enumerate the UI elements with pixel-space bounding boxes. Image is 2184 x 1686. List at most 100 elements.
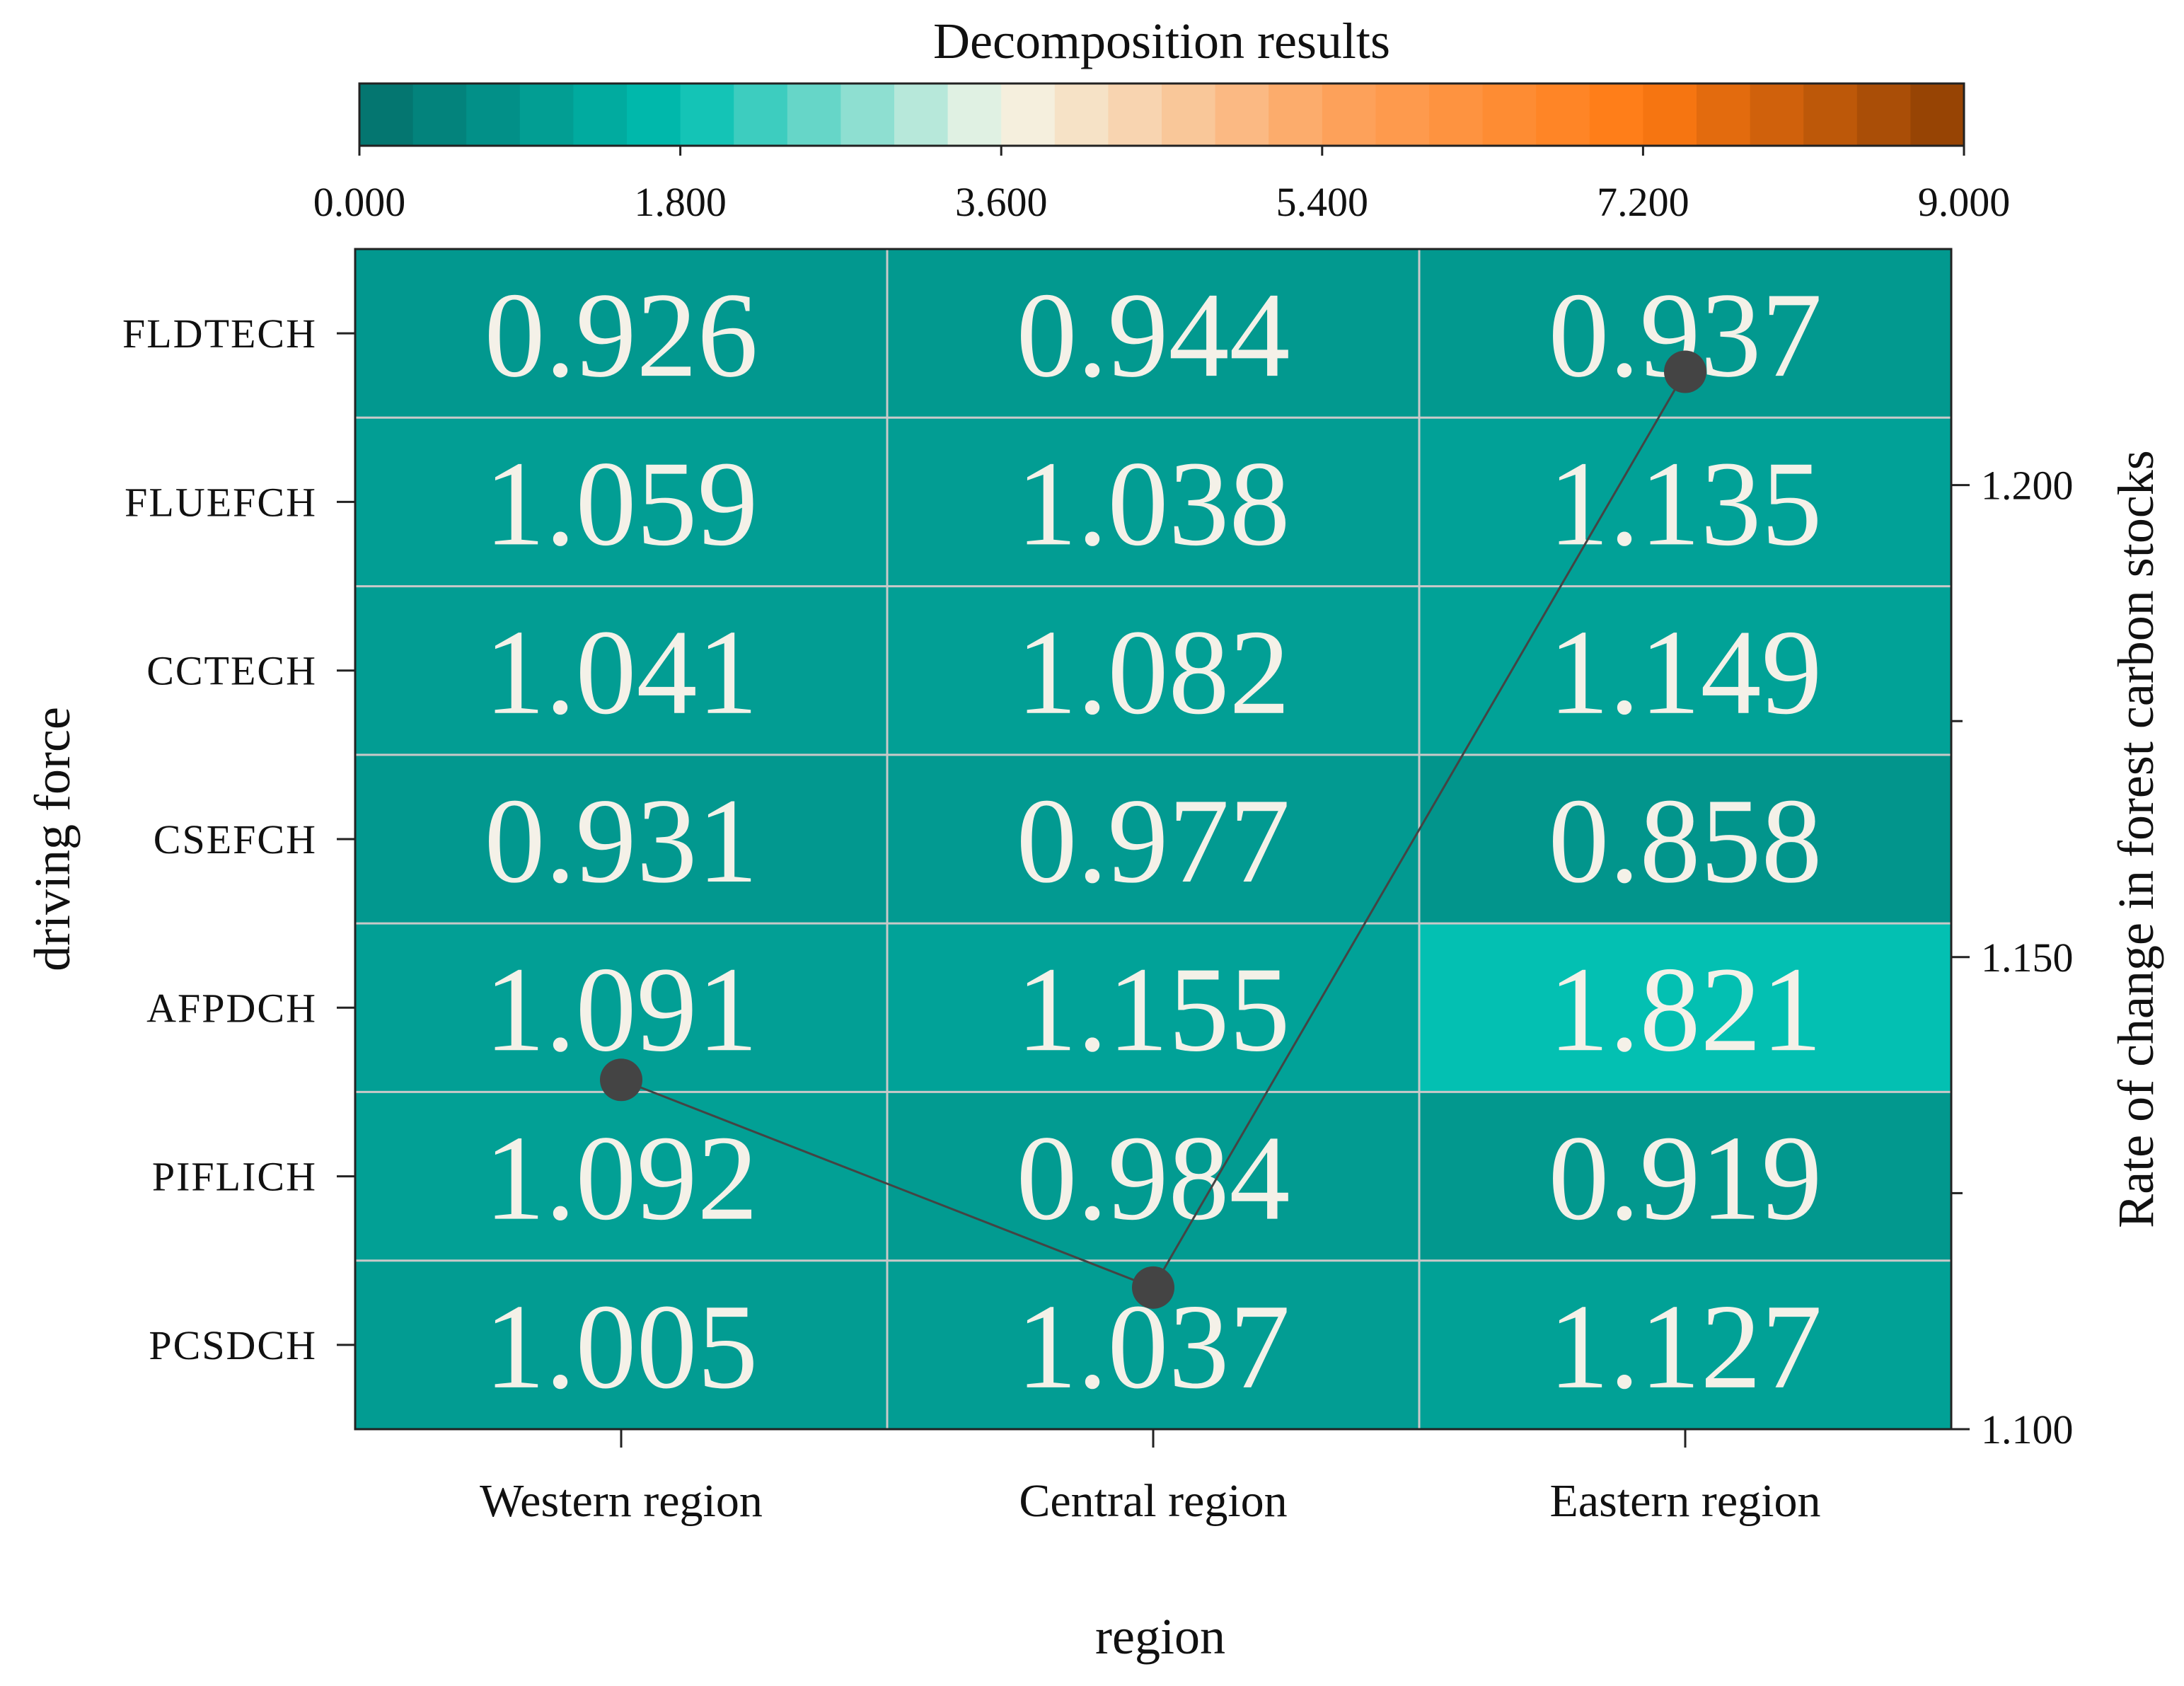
heatmap-cell [1419,586,1951,755]
colorbar-swatch [1856,83,1911,146]
heatmap-cell [1419,923,1951,1092]
colorbar-swatch [1215,83,1269,146]
secondary-y-tick-label: 1.150 [1981,935,2074,981]
y-tick-label: PCSDCH [149,1322,317,1368]
colorbar-swatch [1536,83,1590,146]
line-series [600,350,1706,1309]
cell-value-label: 0.931 [485,774,758,908]
cell-value-label: 0.944 [1017,268,1290,403]
cell-value-label: 1.082 [1017,606,1290,740]
colorbar-ticks: 0.000 1.800 3.600 5.400 7.200 9.000 [313,146,2011,225]
cell-value-label: 0.919 [1549,1112,1822,1246]
colorbar-swatch [627,83,681,146]
cell-value-label: 1.092 [485,1112,758,1246]
colorbar-swatch [1001,83,1056,146]
colorbar-swatches [359,83,1965,146]
cell-value-label: 1.041 [485,606,758,740]
colorbar-swatch [573,83,628,146]
heatmap-cell [355,249,887,418]
colorbar-tick-label: 7.200 [1597,179,1689,225]
secondary-y-tick-label: 1.200 [1981,463,2074,509]
colorbar-title: Decomposition results [933,13,1390,69]
cell-value-label: 1.091 [485,942,758,1077]
colorbar-swatch [734,83,788,146]
heatmap-cell [887,417,1419,587]
colorbar-swatch [680,83,734,146]
y-tick-label: AFPDCH [146,985,317,1031]
heatmap-cell [887,249,1419,418]
secondary-y-tick-label: 1.100 [1981,1407,2074,1453]
colorbar-swatch [1322,83,1376,146]
colorbar-swatch [947,83,1002,146]
colorbar-tick-label: 5.400 [1276,179,1369,225]
heatmap-cell [887,754,1419,924]
x-tick-label: Western region [480,1475,763,1527]
heatmap-cell [355,417,887,587]
heatmap-cell [355,1260,887,1429]
cell-value-label: 0.984 [1017,1112,1290,1246]
x-tick-label: Central region [1019,1475,1287,1527]
grid-lines [355,249,1951,1429]
cell-value-label: 1.135 [1549,437,1822,571]
colorbar-swatch [1910,83,1965,146]
colorbar-swatch [1429,83,1484,146]
secondary-y-axis: 1.100 1.150 1.200 [1951,463,2074,1453]
heatmap-cell [887,923,1419,1092]
colorbar-tick-label: 0.000 [313,179,406,225]
secondary-y-axis-label: Rate of change in forest carbon stocks [2108,450,2164,1228]
colorbar-swatch [412,83,467,146]
heatmap-cell [1419,1092,1951,1261]
cell-value-label: 1.127 [1549,1280,1822,1414]
colorbar-swatch [1375,83,1430,146]
y-tick-label: FLDTECH [122,311,317,357]
cell-value-label: 1.155 [1017,942,1290,1077]
heatmap-cell [355,754,887,924]
heatmap-cell [355,1092,887,1261]
heatmap-cell [1419,1260,1951,1429]
cell-value-label: 1.005 [485,1280,758,1414]
cell-value-label: 1.059 [485,437,758,571]
cell-value-label: 0.926 [485,268,758,403]
colorbar-frame [358,82,1965,147]
heatmap-cell [355,586,887,755]
colorbar-swatch [1803,83,1858,146]
colorbar-swatch [1482,83,1537,146]
colorbar-swatch [1108,83,1162,146]
colorbar-tick-label: 9.000 [1918,179,2011,225]
colorbar-swatch [359,83,414,146]
heatmap-cell [1419,754,1951,924]
colorbar-tick-label: 1.800 [634,179,727,225]
series-point [600,1058,642,1102]
colorbar-swatch [787,83,841,146]
colorbar: Decomposition results 0.000 1.800 3.600 5.4… [313,13,2011,225]
heatmap-cell [887,1092,1419,1261]
y-tick-label: FLUEFCH [125,479,317,525]
cell-value-label: 1.038 [1017,437,1290,571]
colorbar-swatch [466,83,521,146]
colorbar-swatch [519,83,574,146]
colorbar-swatch [1589,83,1643,146]
colorbar-swatch [1269,83,1323,146]
colorbar-swatch [1643,83,1697,146]
cell-value-label: 0.858 [1549,774,1822,908]
x-tick-label: Eastern region [1549,1475,1820,1527]
y-tick-label: CCTECH [146,648,317,694]
series-point [1664,350,1706,393]
y-axis-ticks: FLDTECH FLUEFCH CCTECH CSEFCH AFPDCH PIFLICH P… [122,311,355,1368]
y-tick-label: CSEFCH [154,816,317,862]
heatmap-cell [1419,417,1951,587]
series-point [1132,1266,1174,1309]
cell-value-label: 1.821 [1549,942,1822,1077]
cell-value-label: 0.977 [1017,774,1290,908]
cell-value-label: 1.149 [1549,606,1822,740]
colorbar-swatch [1054,83,1109,146]
colorbar-tick-label: 3.600 [955,179,1048,225]
x-axis-ticks: Western region Central region Eastern regi… [480,1429,1821,1527]
heatmap-cell [887,586,1419,755]
colorbar-swatch [840,83,895,146]
colorbar-swatch [1750,83,1804,146]
colorbar-swatch [1162,83,1216,146]
colorbar-swatch [894,83,949,146]
